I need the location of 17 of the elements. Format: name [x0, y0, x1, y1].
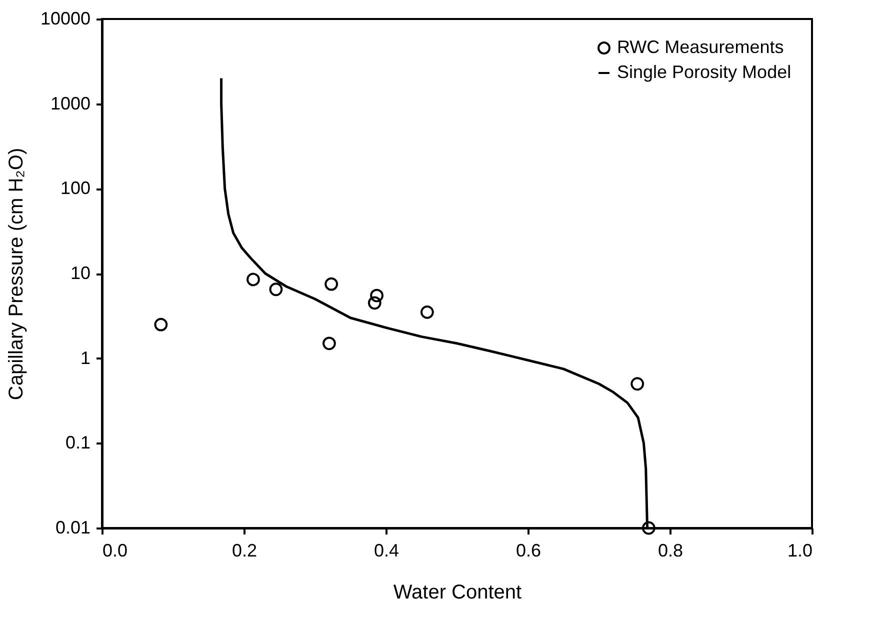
- y-tick-label: 100: [60, 178, 90, 198]
- x-tick-label: 0.6: [516, 540, 542, 560]
- x-tick-label: 0.0: [102, 540, 128, 560]
- y-tick-label: 10000: [40, 8, 90, 28]
- x-tick-label: 0.4: [374, 540, 400, 560]
- x-tick-label: 0.8: [658, 540, 684, 560]
- x-axis-title: Water Content: [393, 582, 522, 604]
- legend-label: Single Porosity Model: [617, 62, 792, 82]
- y-tick-label: 0.1: [65, 432, 90, 453]
- y-tick-label: 1000: [50, 93, 90, 114]
- x-tick-label: 0.2: [232, 540, 258, 560]
- x-tick-label: 1.0: [787, 540, 812, 560]
- legend-label: RWC Measurements: [617, 37, 784, 57]
- y-axis-title: Capillary Pressure (cm H₂O): [5, 148, 28, 400]
- y-tick-label: 10: [70, 263, 90, 283]
- y-tick-label: 0.01: [55, 518, 90, 538]
- y-tick-label: 1: [80, 348, 90, 368]
